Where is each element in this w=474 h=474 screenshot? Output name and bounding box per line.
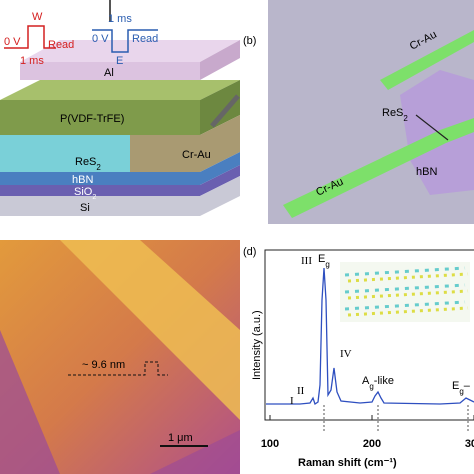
al-front <box>20 62 200 80</box>
panel-label: (d) <box>243 246 256 258</box>
flake-band <box>60 240 240 420</box>
pvdf-front <box>0 100 200 135</box>
pulse-label: 0 V <box>4 36 21 48</box>
probe-tip <box>210 94 240 128</box>
electrode-strip <box>283 118 474 218</box>
panel-d: (d) Intensity (a.u.) Raman shift (cm⁻¹) … <box>243 246 474 469</box>
sio2-layer <box>0 165 240 196</box>
pulse-label: 1 ms <box>108 13 132 25</box>
pulse-label: E <box>116 55 123 67</box>
layer-label: SiO2 <box>74 186 96 201</box>
erase-pulse <box>92 29 158 53</box>
hbn-layer <box>0 152 240 185</box>
y-axis-label: Intensity (a.u.) <box>251 310 263 380</box>
peak-label-part: -like <box>374 375 394 387</box>
x-tick-label: 300 <box>465 438 474 450</box>
x-tick-label: 100 <box>261 438 279 450</box>
layer-label: Cr-Au <box>182 149 211 161</box>
layer-label: hBN <box>72 174 93 186</box>
peak-label-part: g <box>325 260 329 269</box>
pvdf-top <box>0 80 240 100</box>
pulse-label: Read <box>132 33 158 45</box>
peak-guides <box>323 405 469 432</box>
peak-label: III <box>301 255 312 267</box>
peak-label-part: II <box>297 385 305 397</box>
peak-label: I <box>290 395 294 407</box>
crystal-inset <box>340 262 470 322</box>
pulse-label: Read <box>48 39 74 51</box>
scale-label: 1 μm <box>168 432 193 444</box>
peak-label: Eg <box>318 253 330 269</box>
panel-c: ~ 9.6 nm 1 μm <box>0 240 240 474</box>
peak-label-part: I <box>290 395 294 407</box>
peak-label-part: IV <box>340 348 352 360</box>
panel-label: (b) <box>243 35 256 47</box>
label: hBN <box>416 166 437 178</box>
layer-label: P(VDF-TrFE) <box>60 113 124 125</box>
peak-label-part: E <box>452 380 459 392</box>
x-tick-label: 200 <box>363 438 381 450</box>
x-axis-label: Raman shift (cm⁻¹) <box>298 457 397 469</box>
substrate-area <box>0 330 60 474</box>
height-profile <box>68 361 168 376</box>
pointer <box>415 114 449 141</box>
plot-frame <box>264 249 474 421</box>
pulse-label: 1 ms <box>20 55 44 67</box>
channel-front <box>0 135 130 172</box>
substrate-area <box>150 430 240 474</box>
electrode-strip <box>380 30 474 90</box>
step-height: ~ 9.6 nm <box>82 359 125 371</box>
layer-label: Si <box>80 202 90 214</box>
peak-label: Eg– <box>452 380 471 396</box>
peak-label: II <box>297 385 305 397</box>
peak-label-part: A <box>362 375 370 387</box>
label: ReS2 <box>382 107 408 123</box>
peak-label-part: E <box>318 253 325 265</box>
al-side <box>200 40 240 80</box>
panel-a: W 0 V Read 1 ms 1 ms 0 V Read E Al P(VDF… <box>0 0 240 216</box>
peak-label: IV <box>340 348 352 360</box>
peak-label-part: – <box>464 380 471 392</box>
peak-label-part: g <box>459 387 463 396</box>
layer-label: Al <box>104 67 114 79</box>
pvdf-side <box>200 80 240 135</box>
panel-b: (b) Cr-Au ReS2 hBN Cr-Au <box>243 0 474 224</box>
write-pulse <box>4 25 56 49</box>
peak-label-part: III <box>301 255 312 267</box>
atom-rows <box>344 266 466 311</box>
pulse-label: W <box>32 11 43 23</box>
si-layer <box>0 176 240 216</box>
pulse-label: 0 V <box>92 33 109 45</box>
al-top <box>20 40 240 62</box>
layer-label: ReS2 <box>75 156 101 172</box>
electrode-front <box>130 115 240 172</box>
peak-label-part: g <box>369 382 373 391</box>
raman-spectrum <box>266 267 474 406</box>
peak-label: Ag-like <box>362 375 394 391</box>
